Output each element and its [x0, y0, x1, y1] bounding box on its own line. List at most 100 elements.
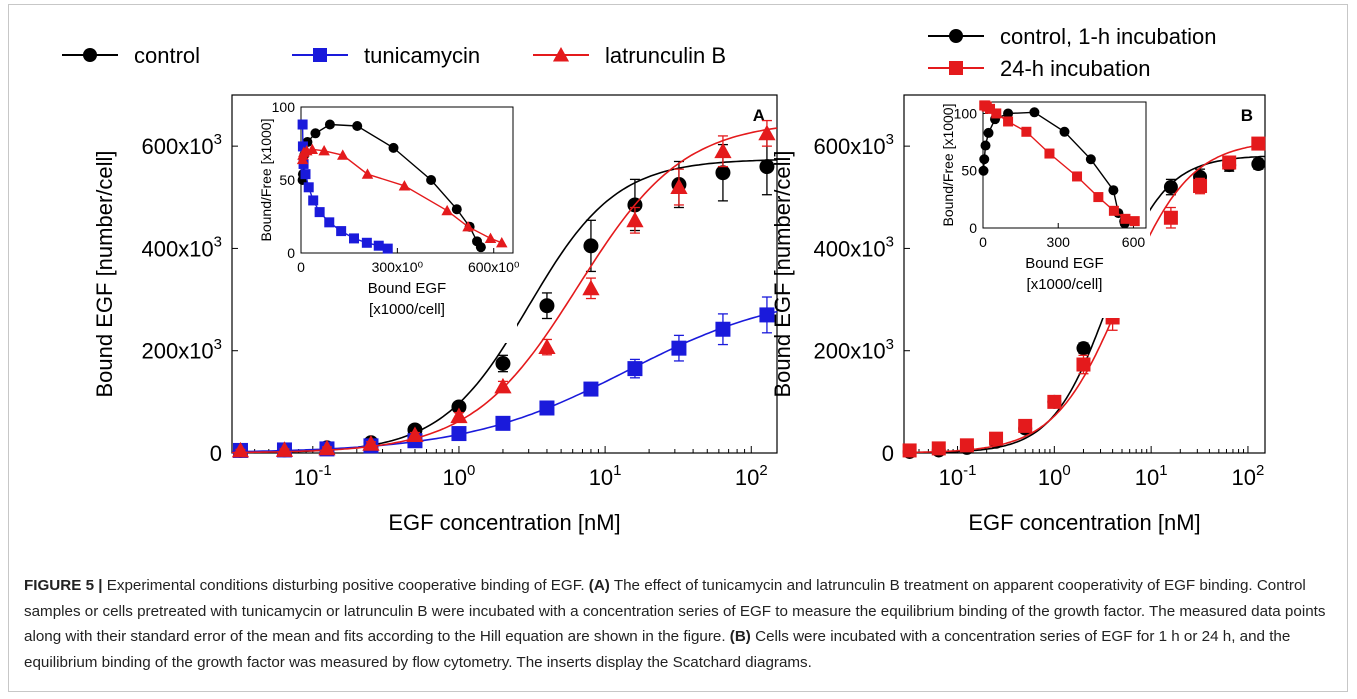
data-point-latrunculin-b	[231, 441, 250, 458]
legend-marker	[313, 48, 327, 62]
inset-point-24-h-incubation	[1044, 148, 1055, 159]
inset-point-24-h-incubation	[1093, 192, 1104, 203]
inset-x-tick-label: 300x10⁰	[372, 259, 424, 275]
inset-point-tunicamycin	[382, 243, 393, 254]
data-point-control	[715, 165, 731, 181]
inset-point-control-1-h-incubation	[980, 140, 991, 151]
inset-y-tick-label: 50	[279, 172, 295, 188]
data-point-24-h-incubation	[959, 438, 974, 453]
data-point-tunicamycin	[583, 381, 599, 397]
inset-point-control-1-h-incubation	[1029, 107, 1040, 118]
y-axis-label: Bound EGF [number/cell]	[770, 150, 795, 397]
data-point-tunicamycin	[627, 361, 643, 377]
data-point-24-h-incubation	[1222, 155, 1237, 170]
inset-point-24-h-incubation	[1120, 213, 1131, 224]
inset-point-latrunculin-b	[398, 180, 411, 191]
inset-point-latrunculin-b	[337, 149, 349, 160]
data-point-24-h-incubation	[989, 431, 1004, 446]
y-tick-label: 600x103	[141, 131, 222, 159]
x-tick-label: 101	[1135, 462, 1168, 490]
figure-caption: FIGURE 5 | Experimental conditions distu…	[24, 573, 1329, 675]
inset-point-latrunculin-b	[306, 143, 318, 154]
inset-point-control-1-h-incubation	[1003, 108, 1014, 119]
data-point-tunicamycin	[759, 307, 775, 323]
data-point-control	[583, 238, 599, 254]
inset-point-control-1-h-incubation	[979, 154, 990, 165]
data-point-latrunculin-b	[318, 439, 336, 456]
inset-point-control-1-h-incubation	[1059, 126, 1070, 137]
data-point-latrunculin-b	[494, 377, 512, 394]
inset-x-tick-label: 0	[979, 234, 987, 250]
inset-point-latrunculin-b	[361, 168, 374, 179]
caption-a-label: (A)	[588, 577, 610, 594]
x-tick-label: 100	[443, 462, 476, 490]
x-axis-label: EGF concentration [nM]	[388, 510, 620, 535]
x-tick-label: 102	[1232, 462, 1265, 490]
x-tick-label: 10-1	[939, 462, 977, 490]
inset-point-tunicamycin	[300, 169, 311, 180]
data-point-control	[495, 356, 511, 371]
data-point-tunicamycin	[539, 400, 555, 416]
panel-letter: B	[1241, 106, 1253, 125]
inset-point-control	[451, 204, 462, 215]
inset-x-tick-label: 300	[1047, 234, 1071, 250]
x-axis-label: EGF concentration [nM]	[968, 510, 1200, 535]
x-tick-label: 101	[589, 462, 622, 490]
data-point-latrunculin-b	[582, 279, 600, 296]
inset-point-tunicamycin	[314, 207, 325, 218]
y-axis-label: Bound EGF [number/cell]	[92, 150, 117, 397]
inset-x-tick-label: 600	[1122, 234, 1146, 250]
inset-point-tunicamycin	[308, 195, 319, 206]
x-tick-label: 102	[735, 462, 768, 490]
inset-point-tunicamycin	[303, 182, 314, 193]
caption-b-label: (B)	[729, 628, 751, 645]
data-point-24-h-incubation	[1047, 394, 1062, 409]
x-tick-label: 10-1	[294, 462, 332, 490]
inset-y-tick-label: 0	[969, 220, 977, 236]
data-point-latrunculin-b	[450, 407, 468, 424]
inset-point-24-h-incubation	[985, 103, 996, 114]
data-point-24-h-incubation	[1018, 418, 1033, 433]
data-point-latrunculin-b	[406, 426, 424, 442]
data-point-latrunculin-b	[362, 435, 380, 451]
panel-letter: A	[753, 106, 765, 125]
plot-frame	[903, 94, 1266, 454]
inset-point-tunicamycin	[349, 233, 359, 244]
data-point-latrunculin-b	[670, 178, 688, 194]
legend-label: control, 1-h incubation	[1000, 24, 1216, 49]
inset-point-tunicamycin	[361, 237, 372, 248]
data-point-latrunculin-b	[758, 124, 776, 141]
legend-marker	[552, 46, 570, 62]
data-point-control-1-h-incubation	[1251, 157, 1266, 172]
panel-a: control tunicamycin latrunculin B 0 200x103 4…	[62, 43, 778, 535]
inset-point-tunicamycin	[373, 240, 384, 251]
data-point-24-h-incubation	[931, 441, 946, 456]
inset-point-control	[324, 119, 335, 130]
inset-point-tunicamycin	[324, 217, 335, 228]
inset-point-24-h-incubation	[1108, 205, 1119, 216]
inset-point-control	[388, 142, 399, 153]
inset-x-tick-label: 0	[297, 259, 305, 275]
inset-point-24-h-incubation	[1129, 216, 1140, 227]
legend-label: control	[134, 43, 200, 68]
inset-frame	[300, 106, 514, 254]
caption-intro: Experimental conditions disturbing posit…	[102, 577, 589, 594]
inset-x-axis-unit: [x1000/cell]	[1027, 276, 1103, 293]
inset-x-axis-label: Bound EGF	[368, 280, 446, 297]
y-tick-label: 400x103	[141, 234, 222, 262]
inset-point-control-1-h-incubation	[1108, 185, 1119, 196]
data-point-control-1-h-incubation	[1076, 341, 1091, 356]
data-point-tunicamycin	[495, 415, 511, 431]
inset-point-control	[352, 120, 363, 131]
inset-point-24-h-incubation	[1072, 171, 1083, 182]
legend-marker	[83, 48, 97, 62]
inset-y-tick-label: 100	[954, 105, 978, 121]
caption-a-text: The effect of tunicamycin and latrunculi…	[24, 577, 1326, 645]
inset-x-axis-unit: [x1000/cell]	[369, 301, 445, 318]
inset-point-control	[475, 242, 486, 253]
data-point-tunicamycin	[671, 340, 687, 356]
inset-point-control	[426, 175, 437, 185]
inset-point-tunicamycin	[336, 226, 347, 237]
legend-label: 24-h incubation	[1000, 56, 1150, 81]
inset-point-latrunculin-b	[496, 237, 508, 248]
